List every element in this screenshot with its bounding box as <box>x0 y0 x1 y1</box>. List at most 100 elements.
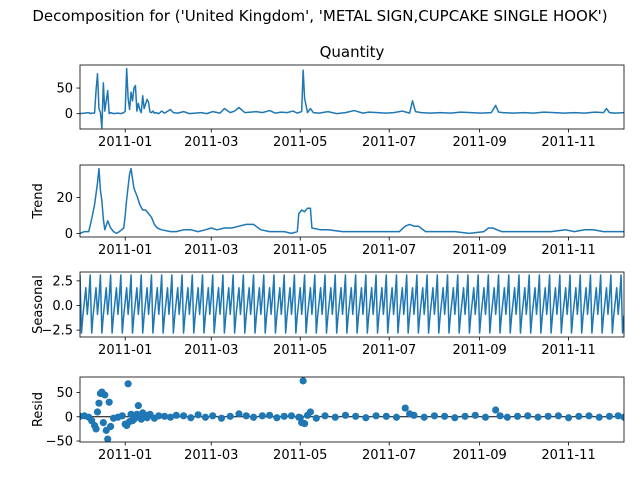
resid-ylabel: Resid <box>31 392 46 427</box>
quantity-xtick-label: 2011-03 <box>184 135 238 150</box>
resid-point <box>179 412 188 420</box>
resid-point <box>534 413 542 421</box>
resid-point <box>614 412 622 420</box>
resid-point <box>93 408 102 416</box>
seasonal-ytick-label: 0.0 <box>52 299 73 314</box>
resid-point <box>226 412 234 420</box>
seasonal-xtick-label: 2011-03 <box>184 343 238 358</box>
seasonal-series-line <box>80 274 624 334</box>
resid-point <box>554 412 562 420</box>
resid-point <box>471 411 479 419</box>
resid-point <box>341 411 350 419</box>
resid-point <box>430 412 438 420</box>
resid-point <box>496 412 504 420</box>
quantity-xtick-label: 2011-01 <box>98 135 152 150</box>
seasonal-ytick-label: 2.5 <box>52 274 73 289</box>
resid-point <box>280 412 288 420</box>
resid-point <box>166 413 175 421</box>
seasonal-panel: 2011-01 2011-03 2011-05 2011-07 2011-09 2011-… <box>31 271 625 358</box>
resid-point <box>160 412 169 420</box>
trend-xtick-label: 2011-01 <box>98 243 152 258</box>
quantity-title: Quantity <box>320 43 385 61</box>
quantity-panel: 2011-01 2011-03 2011-05 2011-07 2011-09 2011-… <box>56 43 625 150</box>
resid-xtick-label: 2011-09 <box>452 448 506 463</box>
trend-ytick-label: 0 <box>65 227 73 242</box>
trend-panel: 2011-01 2011-03 2011-05 2011-07 2011-09 2011-… <box>31 164 625 258</box>
trend-xtick-label: 2011-07 <box>362 243 416 258</box>
trend-xtick-label: 2011-11 <box>541 243 595 258</box>
resid-point <box>155 412 163 420</box>
seasonal-xtick-label: 2011-01 <box>98 343 152 358</box>
seasonal-ytick-label: −2.5 <box>41 324 73 339</box>
trend-plot-area <box>80 167 624 235</box>
resid-point <box>172 411 180 419</box>
resid-point <box>352 412 360 420</box>
resid-point <box>461 412 469 420</box>
trend-axes-frame <box>79 164 625 238</box>
seasonal-ylabel: Seasonal <box>31 275 46 334</box>
quantity-xtick-label: 2011-11 <box>541 135 595 150</box>
resid-point <box>451 414 459 422</box>
resid-point <box>306 408 315 416</box>
seasonal-axes-frame <box>79 271 625 338</box>
resid-point <box>133 410 141 418</box>
resid-point <box>331 413 339 421</box>
resid-point <box>258 412 266 420</box>
resid-point <box>92 425 100 433</box>
seasonal-xtick-label: 2011-05 <box>273 343 327 358</box>
resid-point <box>99 419 107 427</box>
resid-point <box>312 414 320 422</box>
resid-xtick-label: 2011-01 <box>98 448 152 463</box>
resid-point <box>235 410 243 418</box>
resid-point <box>513 412 522 420</box>
resid-point <box>118 412 126 420</box>
quantity-axes-frame <box>79 64 625 130</box>
resid-axes-frame <box>79 376 625 443</box>
resid-point <box>209 412 217 420</box>
quantity-xtick-label: 2011-07 <box>362 135 416 150</box>
quantity-series-line <box>80 67 624 129</box>
trend-ytick-label: 20 <box>56 191 73 206</box>
resid-ytick-label: −50 <box>46 435 73 450</box>
resid-point <box>544 412 552 420</box>
resid-point <box>585 412 593 420</box>
resid-point <box>420 413 428 421</box>
resid-point <box>481 413 490 421</box>
resid-point <box>217 414 226 422</box>
trend-ylabel: Trend <box>31 183 46 220</box>
resid-point <box>107 422 115 431</box>
seasonal-xtick-label: 2011-09 <box>452 343 506 358</box>
resid-point <box>266 411 274 419</box>
resid-ytick-label: 50 <box>56 386 73 401</box>
resid-point <box>299 377 307 385</box>
resid-point <box>249 413 258 421</box>
resid-point <box>503 413 511 421</box>
resid-point <box>575 412 583 420</box>
resid-point <box>101 391 109 399</box>
resid-point <box>242 412 250 420</box>
resid-point <box>620 413 624 421</box>
resid-point <box>392 413 401 421</box>
quantity-plot-area <box>80 67 624 129</box>
resid-xtick-label: 2011-11 <box>541 448 595 463</box>
resid-point <box>441 412 449 420</box>
resid-ytick-label: 0 <box>65 410 73 425</box>
resid-point <box>187 414 195 422</box>
panels: 2011-01 2011-03 2011-05 2011-07 2011-09 2011-… <box>31 43 625 463</box>
resid-point <box>410 411 418 419</box>
seasonal-xtick-label: 2011-07 <box>362 343 416 358</box>
resid-point <box>201 413 210 421</box>
quantity-xtick-label: 2011-05 <box>273 135 327 150</box>
seasonal-plot-area <box>80 274 624 334</box>
resid-point <box>382 412 390 420</box>
resid-point <box>605 412 614 420</box>
resid-point <box>194 411 202 419</box>
resid-point <box>104 435 112 442</box>
resid-point <box>595 413 603 421</box>
resid-point <box>105 398 113 406</box>
resid-point <box>372 412 380 420</box>
resid-point <box>134 402 142 410</box>
resid-point <box>95 399 103 407</box>
resid-point <box>492 406 500 414</box>
trend-xtick-label: 2011-09 <box>452 243 506 258</box>
